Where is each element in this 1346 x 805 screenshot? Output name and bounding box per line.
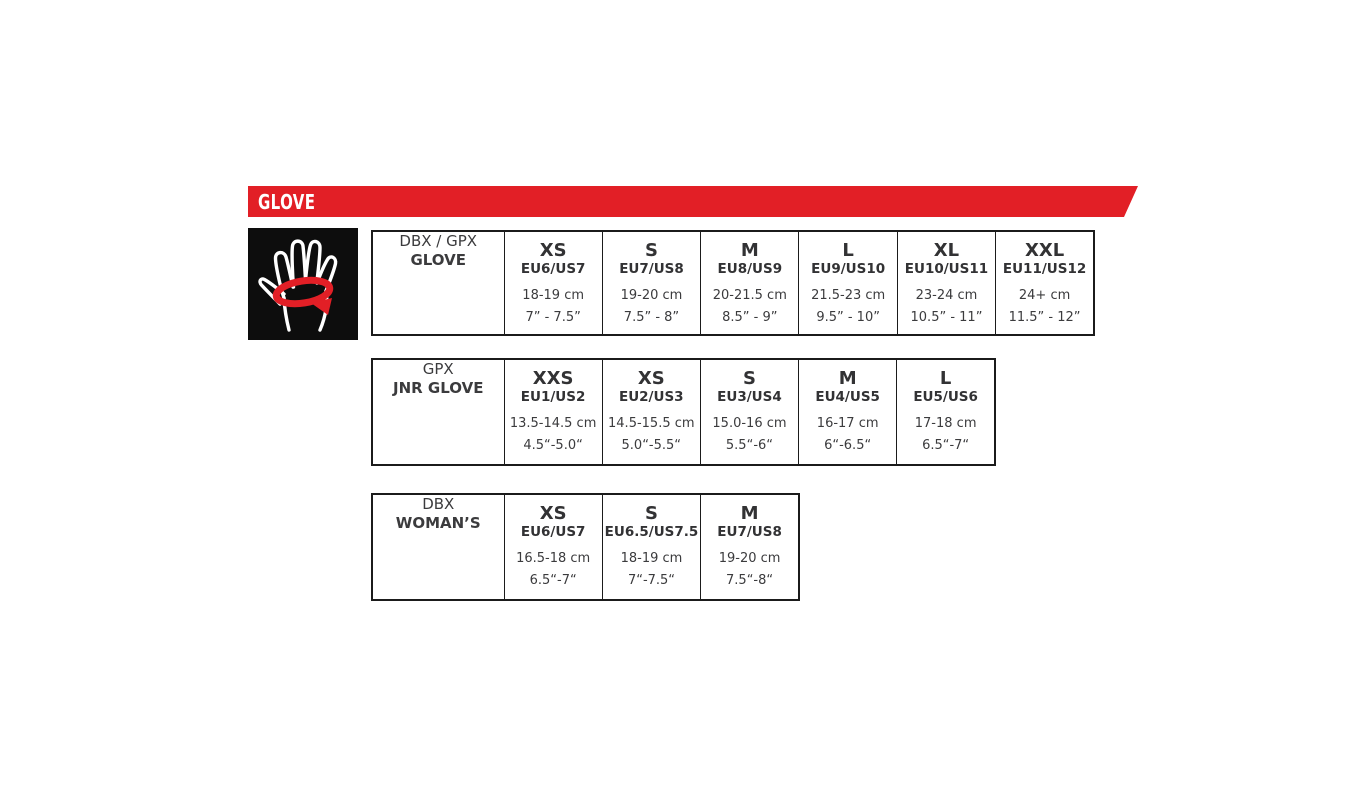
inch-range: 7.5“-8“ [726,573,774,588]
size-cell-xs: XS EU6/US7 16.5-18 cm 6.5“-7“ [503,493,603,601]
inch-range: 7“-7.5“ [627,573,676,588]
size-cell-m: M EU8/US9 20-21.5 cm 8.5” - 9” [700,230,800,336]
eu-us-label: EU1/US2 [520,389,586,405]
size-label: M [740,503,759,524]
cm-range: 16.5-18 cm [516,551,591,566]
section-title: GLOVE [258,189,316,214]
size-cell-xl: XL EU10/US11 23-24 cm 10.5” - 11” [896,230,997,336]
inch-range: 7” - 7.5” [525,310,581,325]
size-cell-xxs: XXS EU1/US2 13.5-14.5 cm 4.5“-5.0“ [503,358,603,466]
size-label: S [645,503,658,524]
product-name-label: GLOVE [410,251,467,269]
inch-range: 4.5“-5.0“ [523,438,583,453]
table-row: DBX WOMAN’S XS EU6/US7 16.5-18 cm 6.5“-7… [371,493,800,601]
size-label: S [742,368,756,389]
inch-range: 8.5” - 9” [722,310,778,325]
product-line-label: DBX [422,495,455,513]
cm-range: 23-24 cm [915,288,978,303]
eu-us-label: EU7/US8 [717,524,782,540]
eu-us-label: EU2/US3 [618,389,684,405]
measure-band-icon [272,276,334,315]
size-label: XS [637,368,665,389]
eu-us-label: EU10/US11 [904,261,989,277]
size-cell-s: S EU3/US4 15.0-16 cm 5.5“-6“ [699,358,800,466]
cm-range: 20-21.5 cm [712,288,787,303]
size-label: L [842,240,854,261]
eu-us-label: EU3/US4 [717,389,782,405]
inch-range: 5.5“-6“ [725,438,774,453]
cm-range: 18-19 cm [620,551,683,566]
size-label: M [740,240,759,261]
inch-range: 9.5” - 10” [816,310,880,325]
size-label: XL [933,240,960,261]
size-label: S [645,240,658,261]
size-cell-s: S EU7/US8 19-20 cm 7.5” - 8” [601,230,702,336]
size-cell-m: M EU7/US8 19-20 cm 7.5“-8“ [700,493,800,601]
size-label: XXL [1024,240,1065,261]
eu-us-label: EU4/US5 [815,389,880,405]
table-row: DBX / GPX GLOVE XS EU6/US7 18-19 cm 7” -… [371,230,1095,336]
hand-measure-graphic [248,228,358,340]
eu-us-label: EU8/US9 [717,261,783,277]
size-cell-xs: XS EU6/US7 18-19 cm 7” - 7.5” [503,230,603,336]
size-cell-m: M EU4/US5 16-17 cm 6“-6.5“ [798,358,898,466]
cm-range: 24+ cm [1018,288,1071,303]
row-label-cell: GPX JNR GLOVE [371,358,505,466]
product-name-label: JNR GLOVE [393,379,484,397]
inch-range: 5.0“-5.5“ [621,438,682,453]
product-line-label: GPX [422,360,454,378]
glove-section-banner: GLOVE [248,186,1138,217]
product-name-label: WOMAN’S [395,514,481,532]
cm-range: 19-20 cm [620,288,683,303]
eu-us-label: EU5/US6 [913,389,978,405]
eu-us-label: EU7/US8 [619,261,684,277]
cm-range: 16-17 cm [816,416,879,431]
cm-range: 13.5-14.5 cm [509,416,597,431]
eu-us-label: EU9/US10 [811,261,886,277]
size-label: XXS [532,368,574,389]
eu-us-label: EU6/US7 [520,261,586,277]
inch-range: 10.5” - 11” [910,310,983,325]
row-label-cell: DBX WOMAN’S [371,493,505,601]
size-label: XS [539,503,567,524]
size-label: M [838,368,857,389]
inch-range: 6.5“-7“ [922,438,970,453]
size-cell-xxl: XXL EU11/US12 24+ cm 11.5” - 12” [995,230,1095,336]
size-table-gpx-jnr-glove: GPX JNR GLOVE XXS EU1/US2 13.5-14.5 cm 4… [371,358,996,466]
inch-range: 6“-6.5“ [824,438,872,453]
size-cell-s: S EU6.5/US7.5 18-19 cm 7“-7.5“ [601,493,702,601]
row-label-cell: DBX / GPX GLOVE [371,230,505,336]
cm-range: 15.0-16 cm [712,416,787,431]
size-table-dbx-gpx-glove: DBX / GPX GLOVE XS EU6/US7 18-19 cm 7” -… [371,230,1095,336]
inch-range: 7.5” - 8” [623,310,680,325]
product-line-label: DBX / GPX [399,232,478,250]
cm-range: 18-19 cm [522,288,585,303]
cm-range: 17-18 cm [914,416,977,431]
size-cell-l: L EU9/US10 21.5-23 cm 9.5” - 10” [798,230,898,336]
eu-us-label: EU6.5/US7.5 [604,524,699,540]
table-row: GPX JNR GLOVE XXS EU1/US2 13.5-14.5 cm 4… [371,358,996,466]
size-label: XS [539,240,567,261]
hand-measure-icon [248,228,358,340]
size-label: L [939,368,952,389]
eu-us-label: EU6/US7 [520,524,586,540]
eu-us-label: EU11/US12 [1002,261,1087,277]
cm-range: 21.5-23 cm [811,288,886,303]
cm-range: 19-20 cm [718,551,781,566]
size-cell-l: L EU5/US6 17-18 cm 6.5“-7“ [896,358,996,466]
inch-range: 6.5“-7“ [529,573,577,588]
cm-range: 14.5-15.5 cm [608,416,695,431]
size-table-dbx-womans: DBX WOMAN’S XS EU6/US7 16.5-18 cm 6.5“-7… [371,493,800,601]
size-cell-xs: XS EU2/US3 14.5-15.5 cm 5.0“-5.5“ [601,358,701,466]
inch-range: 11.5” - 12” [1008,310,1081,325]
